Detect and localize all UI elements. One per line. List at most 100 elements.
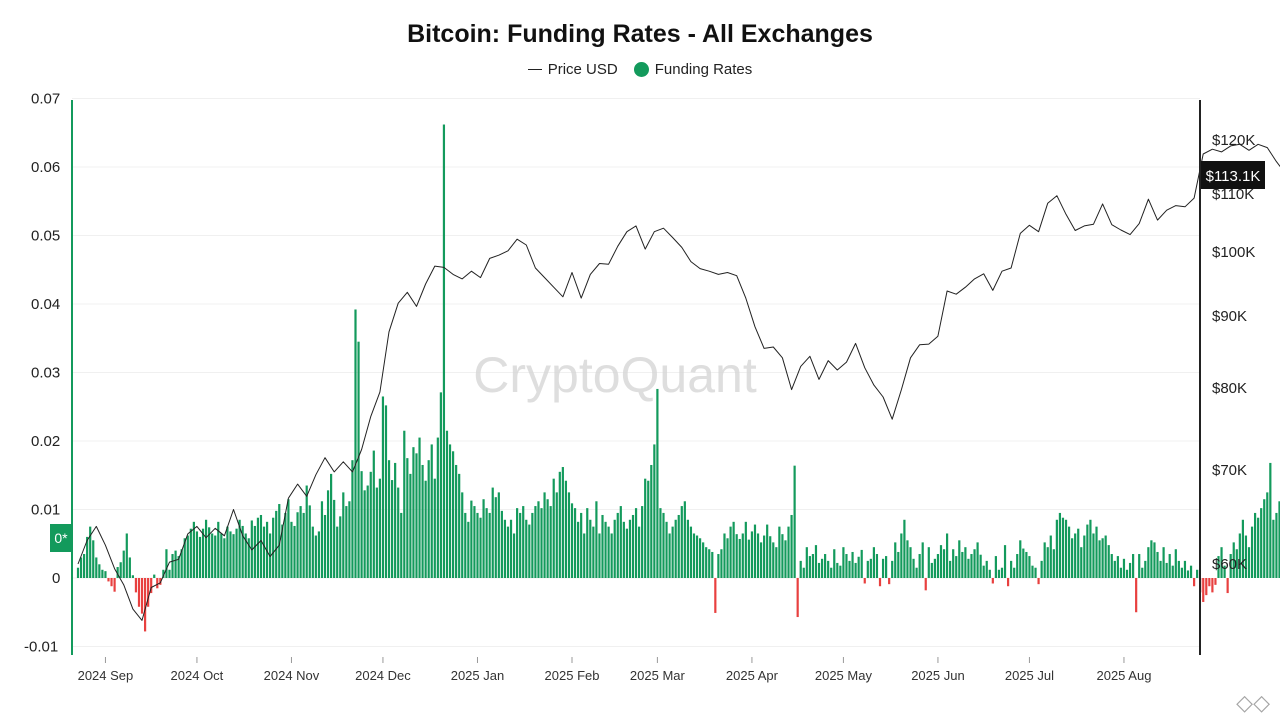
funding-bar: [1080, 547, 1083, 578]
funding-bar: [299, 506, 302, 578]
right-tick-label: $80K: [1212, 380, 1247, 397]
funding-bar: [1043, 542, 1046, 578]
funding-bar: [1141, 567, 1144, 578]
funding-bar: [131, 575, 134, 578]
funding-bar: [695, 535, 699, 578]
funding-bar: [659, 508, 662, 578]
funding-bar: [1144, 560, 1147, 578]
funding-bar: [470, 500, 473, 578]
funding-bar: [747, 539, 750, 578]
funding-bar: [1275, 512, 1278, 578]
funding-bar: [1132, 554, 1135, 578]
funding-bar: [1153, 542, 1156, 578]
funding-bar: [357, 341, 360, 578]
funding-bar: [442, 124, 446, 578]
x-tick-label: 2024 Dec: [355, 668, 411, 683]
funding-bar: [610, 533, 613, 578]
funding-bar: [647, 480, 650, 578]
funding-bar: [369, 471, 372, 578]
funding-bar: [421, 464, 424, 578]
funding-bar: [705, 547, 708, 578]
funding-bar: [570, 503, 574, 578]
funding-bar: [320, 501, 324, 578]
funding-bar: [644, 478, 647, 578]
funding-bar: [1192, 578, 1196, 587]
funding-bar: [290, 521, 293, 578]
funding-bar: [336, 526, 339, 578]
funding-bar: [531, 512, 534, 578]
funding-bar: [1138, 554, 1141, 578]
legend-item-price[interactable]: Price USD: [527, 61, 618, 78]
funding-bar: [415, 453, 418, 578]
funding-bar: [122, 550, 125, 578]
funding-bar: [253, 525, 256, 578]
funding-bar: [637, 526, 641, 578]
funding-bar: [528, 524, 531, 578]
funding-bar: [174, 550, 177, 578]
left-axis-ticks: 0.07 0.06 0.05 0.04 0.03 0.02 0.01 0 -0.01: [24, 91, 60, 656]
funding-bar: [1263, 499, 1266, 578]
funding-bar: [101, 569, 104, 578]
left-tick-label: -0.01: [24, 639, 58, 656]
funding-bar: [1003, 545, 1007, 578]
funding-bar: [1064, 519, 1068, 578]
funding-bar: [134, 578, 138, 593]
funding-bar: [686, 519, 689, 578]
funding-bar: [500, 510, 503, 578]
funding-bar: [183, 538, 186, 578]
funding-bar: [92, 540, 95, 578]
funding-bar: [958, 540, 961, 578]
legend-label-funding: Funding Rates: [654, 61, 753, 78]
funding-bar: [799, 560, 802, 578]
funding-bar: [525, 519, 528, 578]
funding-bar: [1061, 517, 1065, 578]
funding-bar: [872, 547, 876, 578]
funding-bar: [827, 560, 830, 578]
funding-bar: [750, 531, 754, 578]
funding-bar: [198, 536, 202, 578]
funding-bar: [875, 554, 879, 578]
funding-bar: [738, 538, 741, 578]
funding-bar: [363, 490, 366, 578]
funding-bar: [397, 487, 400, 578]
funding-bar: [753, 524, 757, 578]
funding-bar: [1257, 517, 1260, 578]
funding-bar: [479, 517, 482, 578]
funding-bar: [293, 525, 296, 578]
funding-bar: [467, 521, 470, 578]
funding-bar: [1125, 569, 1129, 578]
funding-bar: [314, 535, 317, 578]
legend-item-funding[interactable]: Funding Rates: [633, 61, 753, 78]
funding-bar: [933, 558, 936, 578]
funding-bar: [854, 562, 857, 578]
funding-bar: [955, 556, 958, 578]
funding-bar: [1101, 538, 1104, 578]
funding-bar: [208, 527, 211, 578]
funding-bar: [147, 578, 150, 607]
funding-bar: [711, 551, 714, 578]
funding-bar: [406, 458, 409, 578]
funding-bar: [567, 492, 571, 578]
funding-bar: [1028, 556, 1031, 578]
funding-bar: [159, 578, 162, 585]
funding-bar: [1250, 526, 1254, 578]
funding-bar: [226, 526, 229, 578]
funding-bar: [427, 460, 430, 578]
funding-bar: [113, 578, 116, 592]
funding-bar: [625, 528, 629, 578]
funding-bar: [1171, 565, 1174, 578]
funding-bar: [1025, 551, 1028, 578]
funding-bar: [577, 521, 580, 578]
funding-bar: [378, 478, 381, 578]
funding-bar: [692, 533, 696, 578]
funding-bar: [214, 535, 217, 578]
funding-bar: [1229, 554, 1232, 578]
funding-bar: [1016, 554, 1019, 578]
funding-bar: [732, 521, 735, 578]
funding-bar: [522, 506, 525, 578]
funding-bar: [991, 578, 994, 584]
funding-bar: [1162, 547, 1165, 578]
funding-bar: [817, 562, 821, 578]
funding-bar: [384, 405, 388, 578]
funding-bar: [104, 571, 107, 578]
